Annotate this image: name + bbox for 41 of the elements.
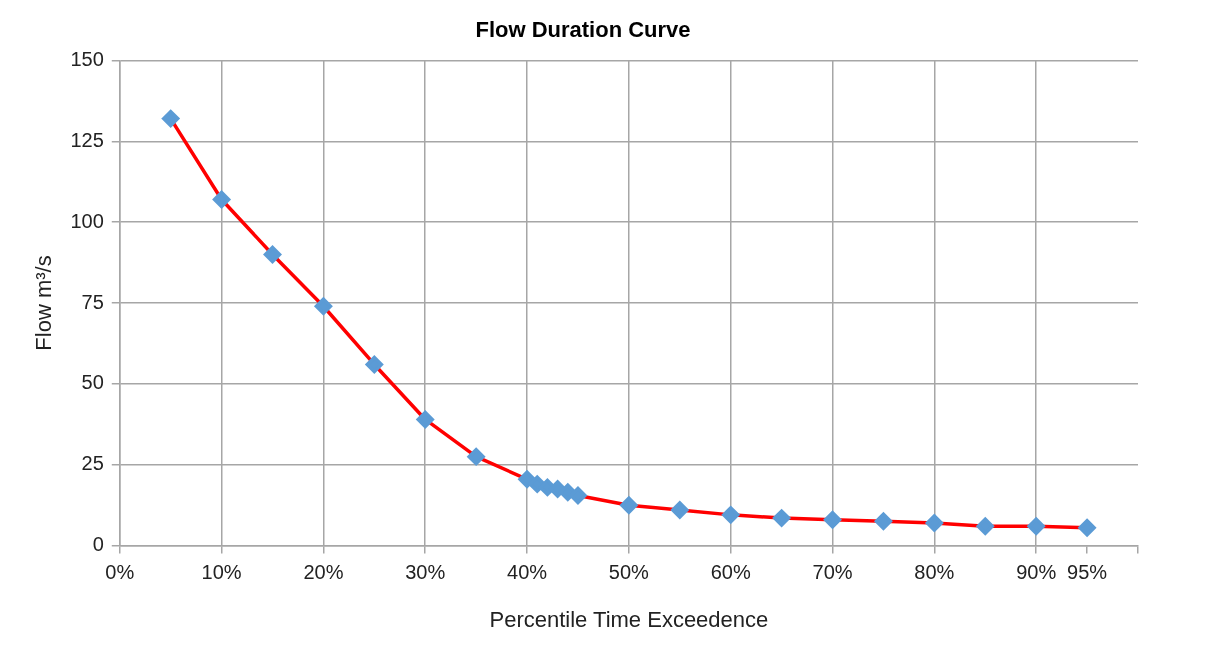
x-tick-label: 0% (105, 561, 135, 584)
chart-title: Flow Duration Curve (475, 17, 691, 43)
point (212, 190, 231, 209)
x-tick-label: 95% (1067, 561, 1108, 584)
x-tick-label: 10% (201, 561, 242, 584)
y-tick-label: 25 (81, 452, 104, 475)
x-tick-label: 20% (303, 561, 344, 584)
x-tick-label: 40% (507, 561, 548, 584)
point (1078, 519, 1096, 537)
point (365, 355, 384, 374)
point (314, 297, 333, 315)
point (518, 470, 536, 489)
point (569, 486, 587, 505)
point (721, 506, 740, 524)
point (823, 510, 842, 529)
point (467, 447, 485, 466)
point (620, 496, 638, 514)
x-axis-title: Percentile Time Exceedence (489, 606, 769, 632)
y-tick-label: 150 (70, 47, 104, 70)
x-tick-label: 80% (914, 561, 955, 584)
y-tick-label: 125 (70, 128, 104, 151)
x-tick-label: 90% (1016, 561, 1057, 584)
point (772, 509, 791, 527)
y-tick-label: 0 (92, 533, 104, 556)
point (161, 109, 180, 128)
point (976, 517, 995, 535)
x-tick-label: 50% (608, 561, 650, 584)
point (263, 245, 282, 264)
x-tick-label: 60% (710, 561, 751, 584)
point (671, 501, 689, 519)
y-tick-label: 50 (81, 371, 104, 394)
y-axis-title: Flow m³/s (31, 255, 57, 351)
point (416, 410, 434, 429)
point (874, 512, 893, 531)
point (1027, 517, 1045, 535)
point (925, 514, 944, 532)
y-tick-label: 100 (70, 209, 104, 232)
x-tick-label: 70% (812, 561, 853, 584)
point (528, 475, 546, 493)
y-tick-label: 75 (81, 290, 104, 313)
x-tick-label: 30% (405, 561, 446, 584)
